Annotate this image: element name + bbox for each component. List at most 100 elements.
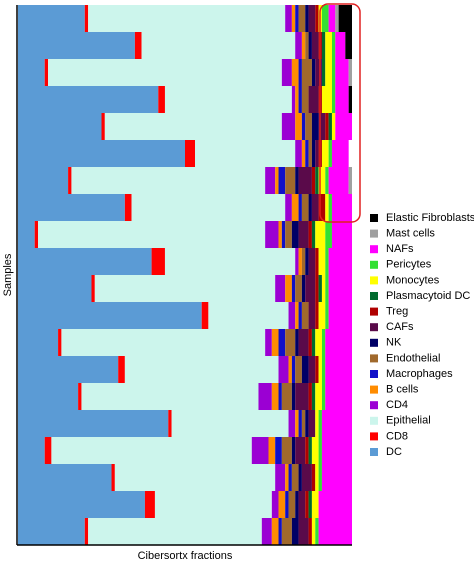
bar-segment	[291, 86, 296, 113]
bar-segment	[315, 59, 322, 86]
bar-segment	[315, 410, 319, 437]
bar-segment	[308, 329, 312, 356]
bar-segment	[315, 302, 319, 329]
bar-segment	[308, 221, 312, 248]
bar-segment	[301, 464, 312, 491]
bar-segment	[318, 491, 352, 518]
bar-segment	[291, 356, 296, 383]
legend-label: DC	[386, 446, 402, 458]
bar-segment	[328, 194, 332, 221]
bar-segment	[18, 221, 35, 248]
bar-segment	[325, 302, 329, 329]
bar-segment	[278, 491, 286, 518]
bar-segment	[134, 32, 142, 59]
bar-segment	[335, 32, 346, 59]
legend-swatch	[370, 323, 378, 332]
bar-segment	[295, 329, 299, 356]
bar-segment	[305, 32, 309, 59]
bar-segment	[18, 383, 79, 410]
bar-segment	[318, 302, 326, 329]
bar-segment	[298, 167, 312, 194]
legend-label: CD4	[386, 399, 408, 411]
bar-segment	[18, 464, 112, 491]
legend-label: Mast cells	[386, 228, 435, 240]
bar-segment	[18, 5, 85, 32]
bar-segment	[295, 32, 302, 59]
bar-segment	[298, 329, 309, 356]
bar-segment	[305, 410, 309, 437]
bar-segment	[48, 59, 282, 86]
bar-segment	[328, 5, 336, 32]
bar-segment	[308, 437, 312, 464]
bar-segment	[158, 86, 165, 113]
bar-segment	[58, 329, 62, 356]
bar-segment	[251, 437, 269, 464]
bar-segment	[164, 86, 292, 113]
bar-segment	[271, 329, 279, 356]
bar-segment	[331, 59, 336, 86]
bar-segment	[164, 248, 296, 275]
bar-segment	[298, 59, 302, 86]
bar-segment	[315, 221, 326, 248]
bar-segment	[301, 275, 306, 302]
bar-segment	[114, 464, 276, 491]
bar-segment	[325, 221, 332, 248]
bar-segment	[18, 437, 45, 464]
bar-segment	[291, 5, 296, 32]
bar-segment	[88, 5, 286, 32]
bar-segment	[301, 32, 306, 59]
bar-segment	[335, 5, 339, 32]
bar-segment	[84, 5, 89, 32]
bar-segment	[295, 113, 302, 140]
bar-segment	[288, 410, 296, 437]
bar-segment	[275, 437, 282, 464]
bar-segment	[278, 518, 282, 545]
bar-segment	[18, 356, 119, 383]
bar-segment	[308, 194, 312, 221]
bar-segment	[301, 86, 309, 113]
bar-segment	[315, 518, 319, 545]
bar-segment	[331, 32, 336, 59]
legend-swatch	[370, 354, 378, 363]
bar-segment	[325, 275, 329, 302]
bar-segment	[321, 329, 326, 356]
bar-segment	[315, 5, 319, 32]
bar-segment	[318, 518, 352, 545]
legend-label: Macrophages	[386, 368, 453, 380]
bar-segment	[305, 113, 312, 140]
bar-segment	[91, 275, 95, 302]
bar-segment	[131, 194, 286, 221]
bar-segment	[301, 113, 306, 140]
bar-segment	[328, 302, 352, 329]
bar-segment	[311, 32, 319, 59]
legend-label: Treg	[386, 306, 408, 318]
bar-segment	[335, 86, 349, 113]
bar-segment	[94, 275, 276, 302]
bar-segment	[285, 5, 292, 32]
bar-segment	[288, 302, 296, 329]
bar-segment	[311, 329, 316, 356]
bar-segment	[298, 221, 309, 248]
bar-segment	[318, 464, 322, 491]
legend-swatch	[370, 292, 378, 300]
bar-segment	[291, 464, 299, 491]
legend-swatch	[370, 448, 378, 456]
bar-segment	[298, 194, 302, 221]
bar-segment	[298, 302, 302, 329]
bar-segment	[288, 356, 292, 383]
bar-segment	[44, 437, 52, 464]
bar-segment	[51, 437, 252, 464]
bar-segment	[311, 59, 316, 86]
bar-segment	[331, 113, 336, 140]
bar-segment	[331, 86, 336, 113]
bar-segment	[305, 437, 309, 464]
legend-label: Endothelial	[386, 352, 440, 364]
bar-segment	[301, 59, 312, 86]
bar-segment	[18, 518, 85, 545]
legend-label: Plasmacytoid DC	[386, 290, 470, 302]
bar-segment	[338, 5, 352, 32]
bar-segment	[18, 113, 102, 140]
bar-segment	[278, 383, 282, 410]
bar-segment	[278, 329, 286, 356]
